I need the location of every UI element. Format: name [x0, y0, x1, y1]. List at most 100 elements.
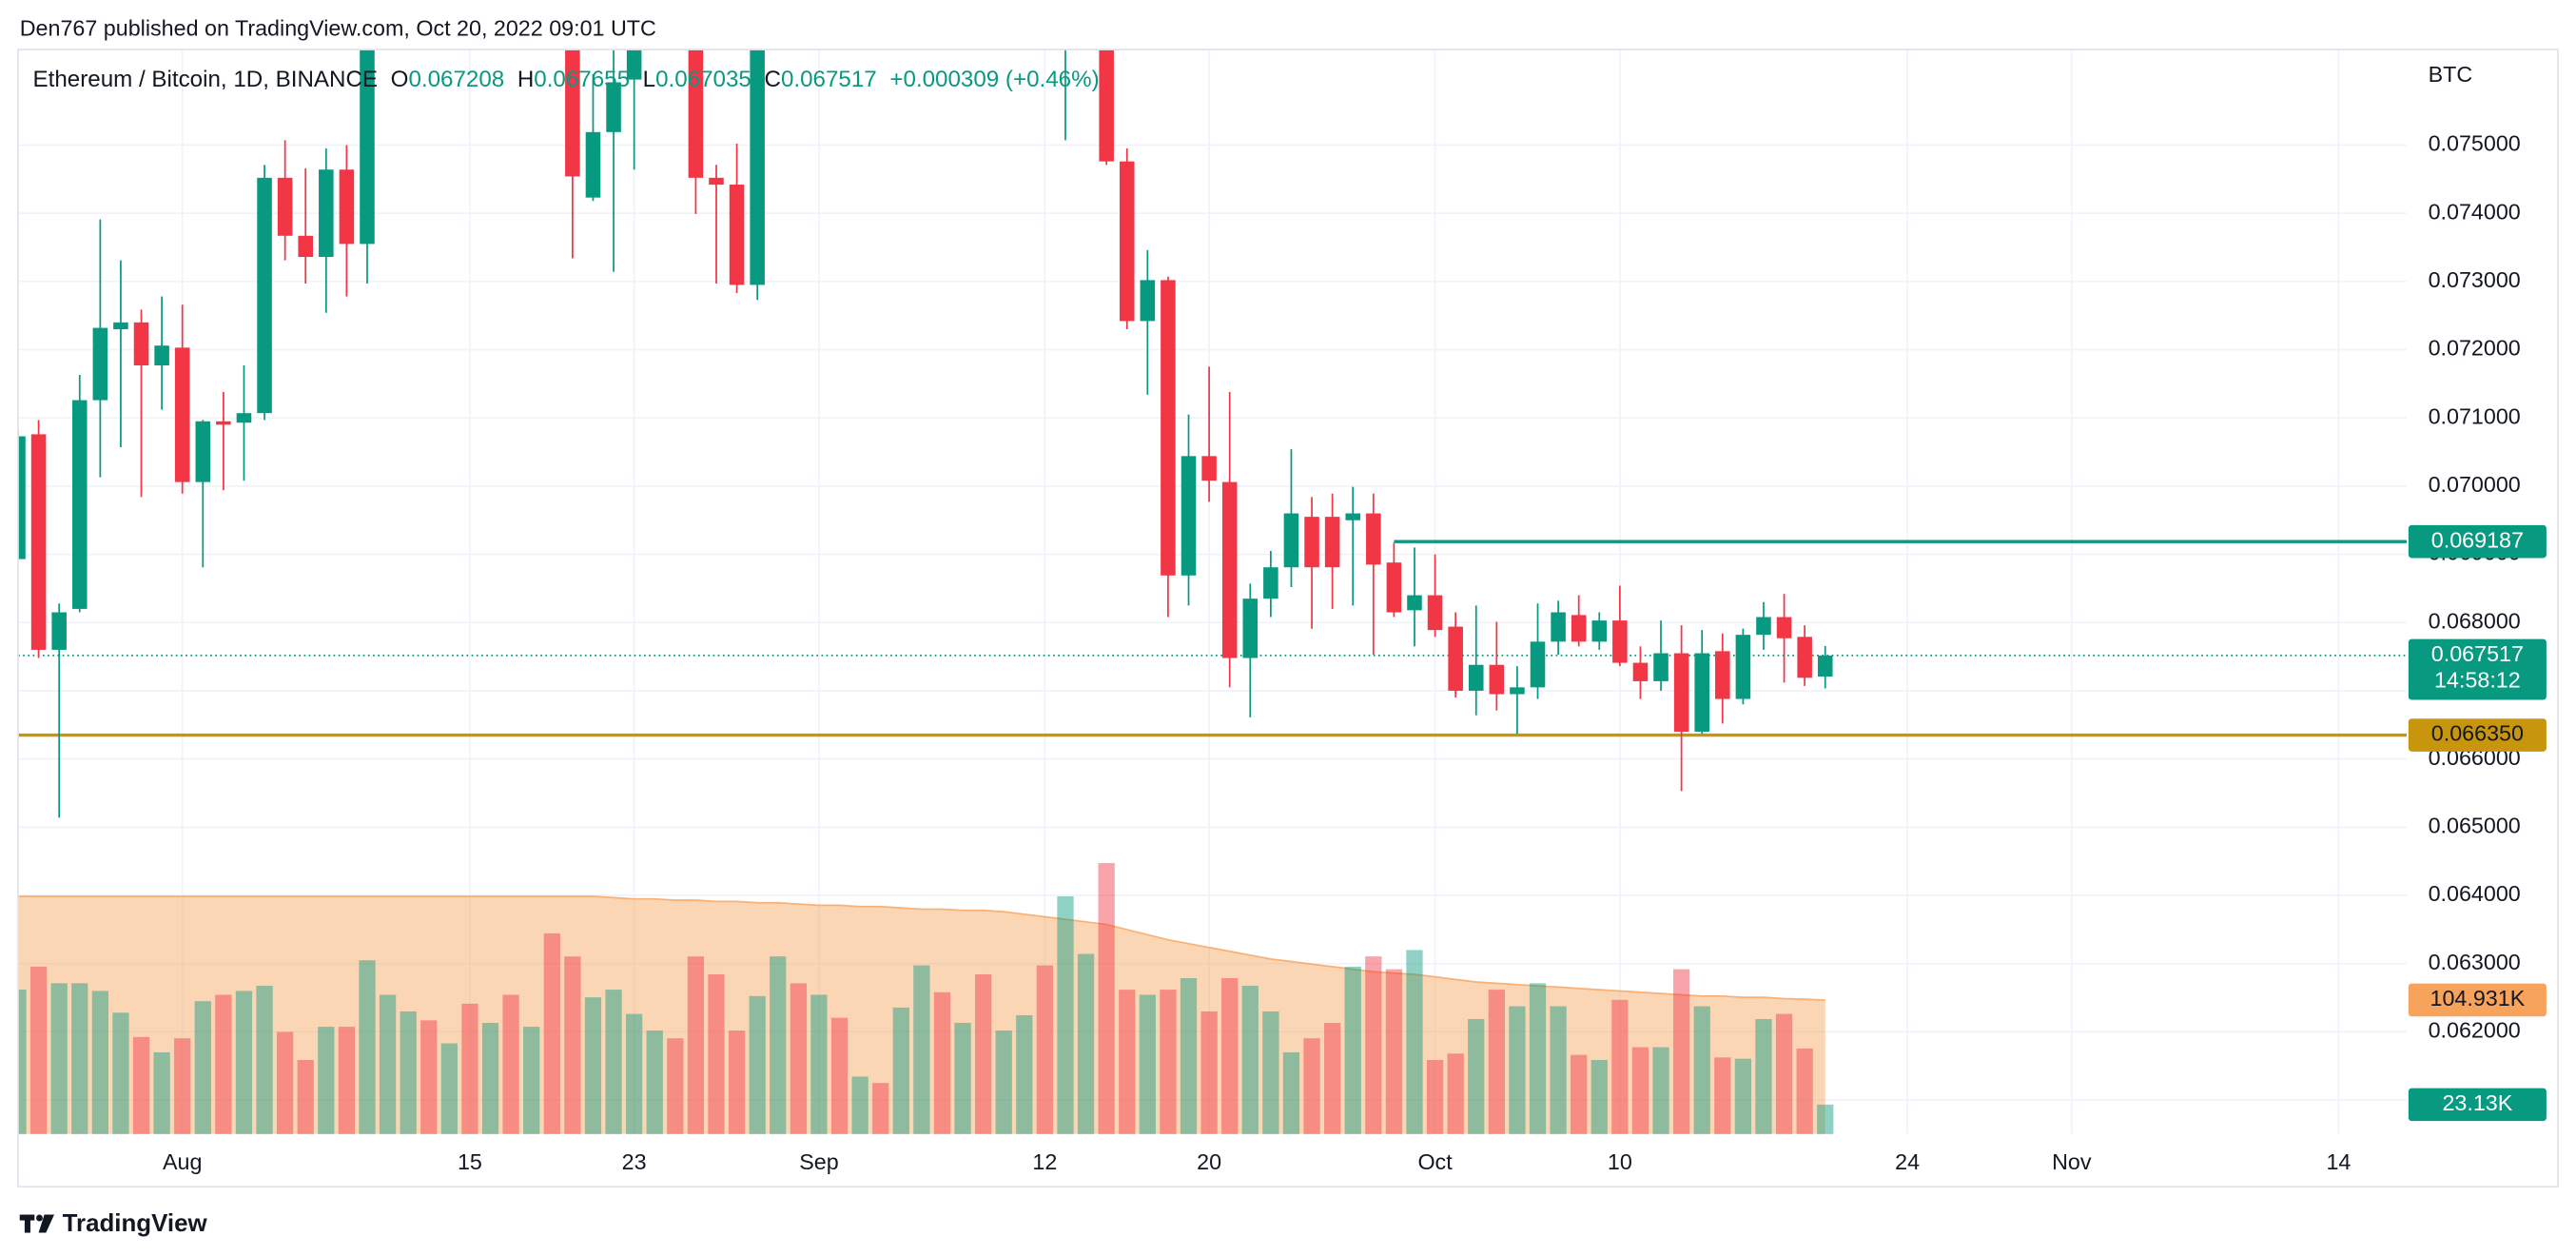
volume-ma-value-tag: [2408, 983, 2547, 1017]
candle-body: [360, 49, 375, 245]
logo-part: [24, 1214, 30, 1233]
y-tick-label: 0.063000: [2429, 950, 2521, 974]
y-tick-label: 0.072000: [2429, 336, 2521, 361]
x-tick-label: 20: [1197, 1149, 1221, 1174]
candle-body: [1140, 280, 1156, 322]
grid: [17, 49, 2408, 1134]
brand-logo: [19, 1214, 54, 1233]
candle-body: [92, 327, 108, 401]
candle-body: [1591, 620, 1608, 642]
axis-unit: BTC: [2429, 62, 2473, 87]
x-tick-label: 15: [458, 1149, 482, 1174]
close-value: 0.067517: [781, 67, 877, 92]
volume-ma-line: [17, 895, 1825, 1001]
open-value: 0.067208: [408, 67, 504, 92]
logo-part: [38, 1214, 54, 1233]
candle-body: [1551, 612, 1566, 642]
volume-bar: [297, 1059, 314, 1134]
candle-body: [298, 235, 314, 258]
candle-body: [1797, 637, 1812, 678]
volume-ma-area: [17, 896, 1825, 1134]
x-tick-label: 24: [1895, 1149, 1920, 1174]
candle-body: [236, 413, 252, 423]
volume-bar: [502, 994, 519, 1134]
volume-bar: [1200, 1011, 1218, 1134]
low-value: 0.067035: [655, 67, 751, 92]
volume-ma-value-text: 104.931K: [2430, 986, 2525, 1011]
volume-bar: [1098, 863, 1115, 1134]
candle-body: [1530, 641, 1546, 688]
volume-bar: [153, 1051, 170, 1134]
candle-body: [17, 436, 26, 559]
volume-value-text: 23.13K: [2442, 1090, 2512, 1115]
candle-body: [1221, 481, 1238, 658]
candle-body: [750, 49, 765, 285]
volume-bar: [379, 994, 397, 1134]
candle-body: [1694, 653, 1709, 732]
volume-bar: [1529, 983, 1547, 1134]
volume-bar: [1323, 1023, 1341, 1134]
volume-bar: [440, 1043, 458, 1134]
volume-bar: [830, 1017, 849, 1134]
volume-bar: [584, 997, 602, 1134]
volume-bar: [728, 1030, 746, 1134]
candle-body: [729, 185, 745, 285]
candle-body: [339, 169, 355, 245]
volume-bar: [1221, 977, 1239, 1134]
candle-body: [1510, 687, 1525, 695]
candle-body: [1817, 655, 1833, 677]
volume-bar: [1344, 966, 1361, 1134]
y-tick-label: 0.068000: [2429, 608, 2521, 633]
candle-body: [1735, 635, 1751, 699]
candle-body: [1776, 617, 1792, 638]
candle-body: [585, 131, 601, 198]
chart-frame: [17, 49, 2559, 1188]
candle-body: [1448, 626, 1463, 691]
candle-body: [1345, 513, 1360, 520]
volume-bar: [1447, 1053, 1464, 1134]
volume-bar: [995, 1030, 1012, 1134]
x-tick-label: Nov: [2052, 1149, 2092, 1174]
volume-bar: [1590, 1059, 1608, 1134]
volume-bar: [1036, 965, 1054, 1134]
publisher-line: Den767 published on TradingView.com, Oct…: [20, 16, 656, 41]
volume-bar: [461, 1003, 478, 1134]
candle-body: [1673, 653, 1689, 732]
volume-bar: [112, 1012, 129, 1134]
candle-body: [1119, 161, 1135, 322]
volume-bar: [256, 986, 273, 1134]
volume-bar: [1734, 1058, 1752, 1134]
legend: Ethereum / Bitcoin, 1D, BINANCE O0.06720…: [33, 67, 1100, 92]
volume-bar: [851, 1076, 868, 1134]
candle-body: [565, 49, 580, 177]
ohlc-key: C: [765, 67, 781, 92]
volume-bar: [1262, 1011, 1279, 1134]
candle-body: [1324, 517, 1340, 568]
candle-body: [606, 82, 621, 132]
symbol-title: Ethereum / Bitcoin, 1D, BINANCE: [33, 67, 378, 92]
ohlc-key: L: [643, 67, 655, 92]
volume-bar: [71, 983, 88, 1134]
volume-bar: [687, 956, 705, 1134]
volume-bar: [974, 973, 992, 1134]
high-value: 0.067655: [534, 67, 630, 92]
volume-bar: [1550, 1006, 1567, 1134]
volume-bar: [1077, 953, 1095, 1134]
candle-body: [1715, 651, 1730, 699]
volume-bar: [17, 990, 27, 1134]
volume-bar: [174, 1038, 191, 1134]
candle-body: [174, 347, 190, 482]
candle-body: [1756, 617, 1771, 636]
volume-bar: [235, 991, 253, 1134]
volume-bar: [1796, 1048, 1813, 1134]
candle-body: [1632, 662, 1649, 681]
candle-body: [1489, 664, 1505, 695]
volume-bar: [667, 1038, 684, 1134]
volume-bar: [481, 1023, 499, 1134]
volume-bar: [1631, 1047, 1649, 1134]
volume-bar: [1282, 1051, 1300, 1134]
last-price-text: 0.067517: [2431, 641, 2524, 666]
y-tick-label: 0.064000: [2429, 881, 2521, 906]
candle-body: [319, 169, 334, 258]
